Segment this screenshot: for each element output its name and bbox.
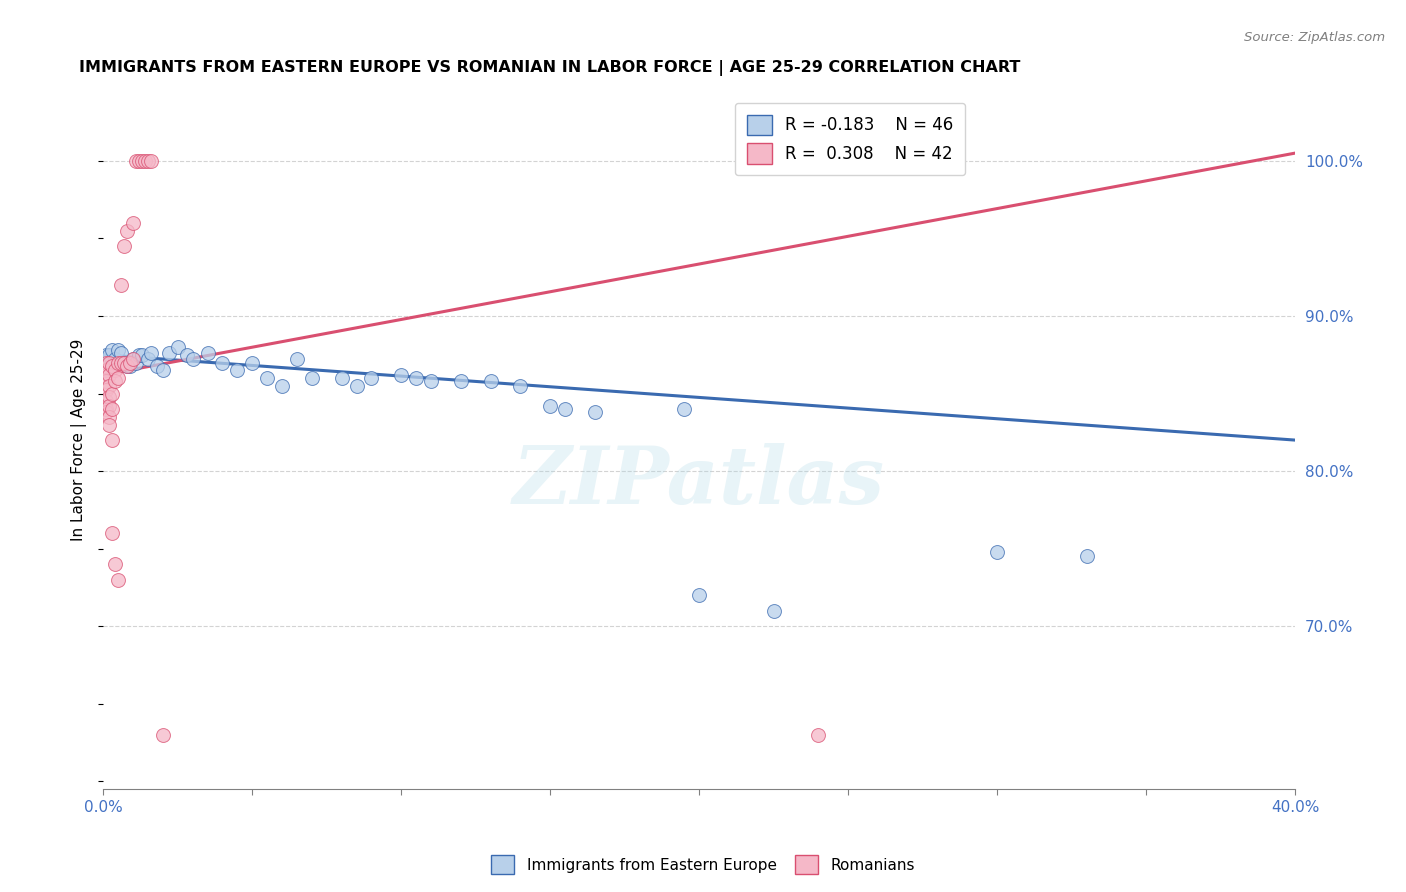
Point xyxy=(211,355,233,369)
Point xyxy=(554,402,576,417)
Point xyxy=(125,355,148,369)
Point xyxy=(152,728,174,742)
Point xyxy=(166,340,188,354)
Point xyxy=(107,355,129,369)
Point xyxy=(152,363,174,377)
Point xyxy=(125,153,148,168)
Point xyxy=(96,374,118,388)
Point xyxy=(256,371,278,385)
Point xyxy=(110,346,132,360)
Point xyxy=(136,352,159,367)
Point xyxy=(688,588,710,602)
Point xyxy=(807,728,830,742)
Point xyxy=(112,355,135,369)
Text: IMMIGRANTS FROM EASTERN EUROPE VS ROMANIAN IN LABOR FORCE | AGE 25-29 CORRELATIO: IMMIGRANTS FROM EASTERN EUROPE VS ROMANI… xyxy=(79,60,1021,76)
Point xyxy=(131,153,153,168)
Point xyxy=(115,359,138,373)
Point xyxy=(110,277,132,292)
Point xyxy=(450,374,472,388)
Point xyxy=(96,348,118,362)
Point xyxy=(101,386,124,401)
Point xyxy=(405,371,427,385)
Point xyxy=(104,374,127,388)
Point xyxy=(115,359,138,373)
Point xyxy=(104,558,127,572)
Point xyxy=(115,224,138,238)
Point xyxy=(360,371,382,385)
Point xyxy=(346,379,368,393)
Point xyxy=(122,352,145,367)
Point xyxy=(389,368,412,382)
Point xyxy=(98,379,121,393)
Point xyxy=(330,371,353,385)
Point xyxy=(673,402,696,417)
Point xyxy=(96,363,118,377)
Point xyxy=(101,526,124,541)
Point xyxy=(181,352,204,367)
Point xyxy=(112,239,135,253)
Point xyxy=(107,343,129,358)
Point xyxy=(96,355,118,369)
Point xyxy=(157,346,180,360)
Point xyxy=(98,409,121,424)
Point xyxy=(139,153,162,168)
Point xyxy=(226,363,249,377)
Point xyxy=(122,352,145,367)
Point xyxy=(98,399,121,413)
Point xyxy=(538,399,561,413)
Point xyxy=(271,379,294,393)
Text: Source: ZipAtlas.com: Source: ZipAtlas.com xyxy=(1244,31,1385,45)
Point xyxy=(107,371,129,385)
Point xyxy=(583,405,606,419)
Point xyxy=(122,216,145,230)
Point xyxy=(101,359,124,373)
Point xyxy=(118,355,141,369)
Point xyxy=(479,374,502,388)
Point xyxy=(107,573,129,587)
Point xyxy=(136,153,159,168)
Point xyxy=(134,153,156,168)
Point xyxy=(98,390,121,404)
Point xyxy=(197,346,219,360)
Point xyxy=(139,346,162,360)
Point xyxy=(986,545,1008,559)
Point xyxy=(96,402,118,417)
Text: ZIPatlas: ZIPatlas xyxy=(513,443,886,521)
Point xyxy=(98,417,121,432)
Point xyxy=(420,374,443,388)
Point xyxy=(101,402,124,417)
Point xyxy=(96,384,118,398)
Point xyxy=(101,343,124,358)
Point xyxy=(104,352,127,367)
Point xyxy=(1076,549,1098,564)
Point xyxy=(128,348,150,362)
Point xyxy=(104,363,127,377)
Y-axis label: In Labor Force | Age 25-29: In Labor Force | Age 25-29 xyxy=(72,339,87,541)
Legend: R = -0.183    N = 46, R =  0.308    N = 42: R = -0.183 N = 46, R = 0.308 N = 42 xyxy=(735,103,965,175)
Point xyxy=(98,348,121,362)
Point xyxy=(146,359,169,373)
Point xyxy=(118,359,141,373)
Point xyxy=(240,355,263,369)
Legend: Immigrants from Eastern Europe, Romanians: Immigrants from Eastern Europe, Romanian… xyxy=(485,849,921,880)
Point xyxy=(96,394,118,409)
Point xyxy=(131,348,153,362)
Point xyxy=(762,604,785,618)
Point xyxy=(509,379,531,393)
Point xyxy=(98,368,121,382)
Point xyxy=(128,153,150,168)
Point xyxy=(110,355,132,369)
Point xyxy=(96,405,118,419)
Point xyxy=(285,352,308,367)
Point xyxy=(101,433,124,447)
Point xyxy=(176,348,198,362)
Point xyxy=(98,355,121,369)
Point xyxy=(112,355,135,369)
Point xyxy=(301,371,323,385)
